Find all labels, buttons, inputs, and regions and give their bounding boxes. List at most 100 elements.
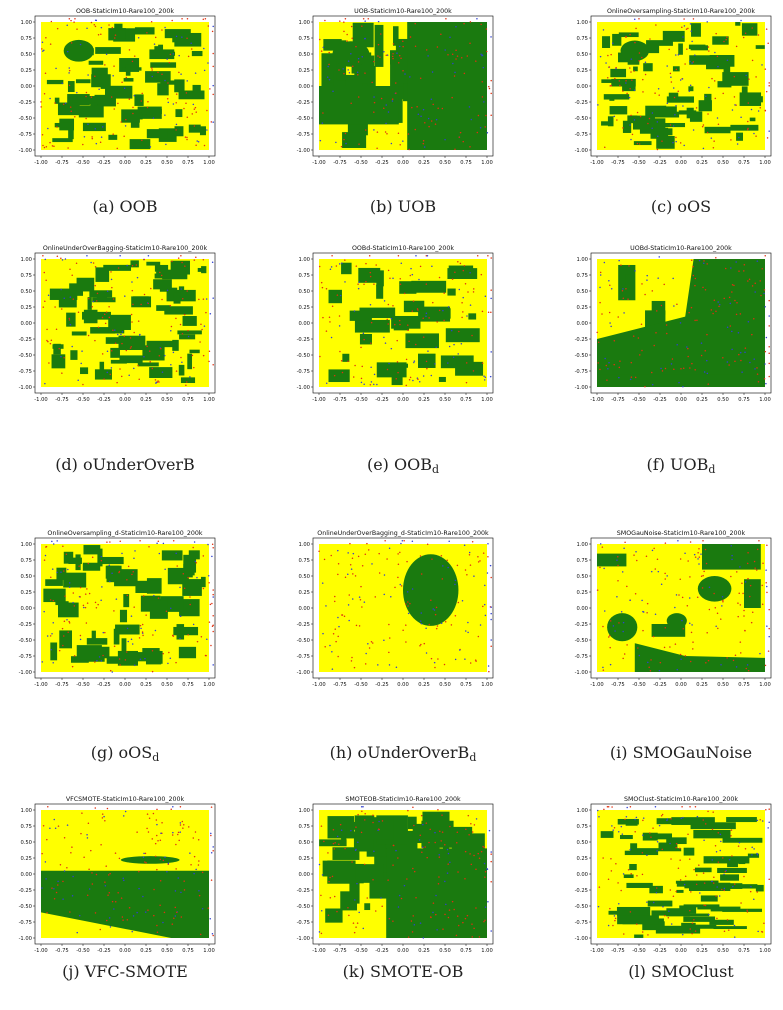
minority-point bbox=[81, 350, 83, 352]
minority-point bbox=[616, 595, 618, 598]
majority-point bbox=[470, 823, 472, 825]
majority-point bbox=[612, 924, 614, 927]
minority-patch bbox=[709, 55, 735, 67]
minority-point bbox=[708, 913, 710, 916]
majority-point bbox=[184, 136, 187, 138]
minority-patch bbox=[349, 876, 360, 904]
majority-point bbox=[116, 147, 119, 150]
minority-point bbox=[480, 53, 482, 55]
minority-point bbox=[60, 288, 62, 291]
majority-point bbox=[706, 631, 708, 634]
majority-point bbox=[365, 262, 367, 265]
minority-patch bbox=[617, 915, 659, 925]
majority-point bbox=[147, 100, 149, 103]
minority-patch bbox=[187, 353, 193, 370]
minority-point bbox=[642, 817, 645, 819]
majority-point bbox=[461, 316, 463, 319]
minority-patch bbox=[340, 891, 358, 911]
minority-point bbox=[162, 921, 164, 924]
x-tick-label: -0.75 bbox=[333, 397, 346, 403]
majority-point bbox=[490, 257, 492, 259]
majority-point bbox=[671, 358, 674, 360]
majority-point bbox=[153, 914, 155, 917]
majority-point bbox=[675, 890, 677, 893]
minority-point bbox=[154, 629, 157, 632]
y-tick-label: 1.00 bbox=[298, 20, 310, 26]
majority-point bbox=[336, 910, 338, 913]
majority-point bbox=[632, 335, 635, 337]
majority-point bbox=[487, 311, 490, 314]
minority-patch bbox=[134, 94, 144, 106]
y-tick-label: 0.25 bbox=[20, 68, 32, 74]
majority-point bbox=[201, 871, 204, 874]
majority-point bbox=[613, 826, 616, 829]
majority-point bbox=[712, 312, 714, 315]
majority-point bbox=[391, 98, 394, 100]
majority-point bbox=[619, 84, 621, 87]
majority-point bbox=[702, 286, 704, 289]
majority-point bbox=[409, 274, 412, 277]
majority-point bbox=[707, 46, 710, 48]
majority-point bbox=[138, 637, 141, 639]
majority-point bbox=[200, 635, 203, 638]
y-tick-label: -0.25 bbox=[297, 337, 310, 343]
majority-point bbox=[638, 59, 640, 62]
minority-point bbox=[422, 823, 424, 826]
minority-patch bbox=[161, 550, 183, 561]
x-tick-label: 0.50 bbox=[717, 948, 729, 954]
minority-patch bbox=[159, 287, 178, 292]
x-tick-label: 0.00 bbox=[119, 682, 131, 688]
minority-patch bbox=[722, 837, 763, 843]
majority-point bbox=[731, 291, 733, 293]
majority-point bbox=[88, 297, 90, 300]
x-tick-label: 1.00 bbox=[203, 397, 215, 403]
minority-point bbox=[676, 344, 678, 346]
majority-point bbox=[208, 360, 210, 363]
majority-point bbox=[616, 119, 618, 121]
minority-point bbox=[605, 62, 607, 64]
majority-point bbox=[126, 578, 128, 581]
majority-point bbox=[481, 310, 484, 313]
majority-point bbox=[161, 298, 163, 301]
minority-point bbox=[616, 559, 618, 561]
majority-point bbox=[654, 568, 657, 570]
minority-patch bbox=[115, 624, 140, 635]
majority-point bbox=[679, 859, 681, 861]
majority-point bbox=[430, 916, 432, 919]
minority-point bbox=[54, 827, 57, 830]
majority-point bbox=[413, 824, 415, 827]
majority-point bbox=[156, 924, 158, 927]
majority-point bbox=[73, 21, 75, 23]
minority-point bbox=[122, 815, 125, 817]
majority-point bbox=[65, 553, 68, 555]
majority-point bbox=[108, 892, 111, 894]
minority-patch bbox=[63, 39, 94, 62]
majority-point bbox=[156, 868, 158, 871]
minority-point bbox=[444, 49, 446, 51]
minority-point bbox=[142, 895, 144, 898]
minority-point bbox=[92, 300, 95, 303]
minority-point bbox=[603, 261, 606, 264]
majority-point bbox=[148, 350, 151, 352]
majority-point bbox=[625, 288, 627, 290]
minority-point bbox=[52, 621, 54, 624]
minority-point bbox=[51, 540, 53, 543]
minority-point bbox=[80, 362, 82, 365]
majority-point bbox=[618, 366, 621, 369]
minority-point bbox=[66, 24, 68, 26]
majority-point bbox=[733, 96, 736, 98]
majority-point bbox=[159, 858, 162, 861]
majority-point bbox=[178, 839, 180, 842]
minority-point bbox=[610, 287, 613, 290]
minority-region bbox=[49, 260, 207, 384]
majority-point bbox=[175, 661, 177, 664]
minority-point bbox=[434, 831, 436, 834]
majority-point bbox=[171, 834, 174, 836]
majority-point bbox=[137, 320, 140, 322]
majority-point bbox=[112, 329, 114, 331]
majority-point bbox=[629, 67, 631, 69]
majority-point bbox=[368, 647, 371, 649]
minority-point bbox=[431, 71, 434, 73]
minority-point bbox=[151, 75, 153, 78]
majority-point bbox=[710, 309, 713, 311]
